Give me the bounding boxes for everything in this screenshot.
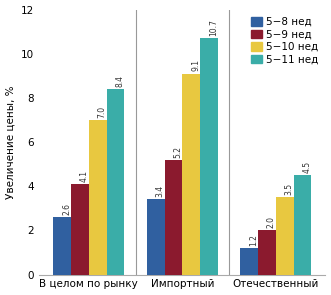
Text: 10.7: 10.7 — [209, 19, 218, 36]
Y-axis label: Увеличение цены, %: Увеличение цены, % — [6, 85, 16, 199]
Bar — [294, 175, 311, 275]
Bar — [147, 199, 165, 275]
Bar — [276, 197, 294, 275]
Text: 8.4: 8.4 — [116, 75, 124, 87]
Bar — [258, 230, 276, 275]
Text: 3.5: 3.5 — [285, 183, 294, 195]
Text: 7.0: 7.0 — [98, 106, 107, 118]
Bar — [71, 184, 89, 275]
Bar — [53, 217, 71, 275]
Text: 3.4: 3.4 — [156, 185, 165, 197]
Bar — [240, 248, 258, 275]
Text: 1.2: 1.2 — [249, 234, 258, 246]
Text: 5.2: 5.2 — [173, 145, 182, 158]
Bar — [89, 120, 107, 275]
Text: 4.5: 4.5 — [303, 161, 311, 173]
Text: 9.1: 9.1 — [191, 59, 200, 71]
Text: 2.6: 2.6 — [62, 203, 71, 215]
Bar — [182, 74, 200, 275]
Legend: 5−8 нед, 5−9 нед, 5−10 нед, 5−11 нед: 5−8 нед, 5−9 нед, 5−10 нед, 5−11 нед — [249, 15, 320, 67]
Bar — [165, 160, 182, 275]
Text: 4.1: 4.1 — [80, 170, 89, 182]
Bar — [200, 38, 218, 275]
Text: 2.0: 2.0 — [267, 216, 276, 228]
Bar — [107, 89, 124, 275]
